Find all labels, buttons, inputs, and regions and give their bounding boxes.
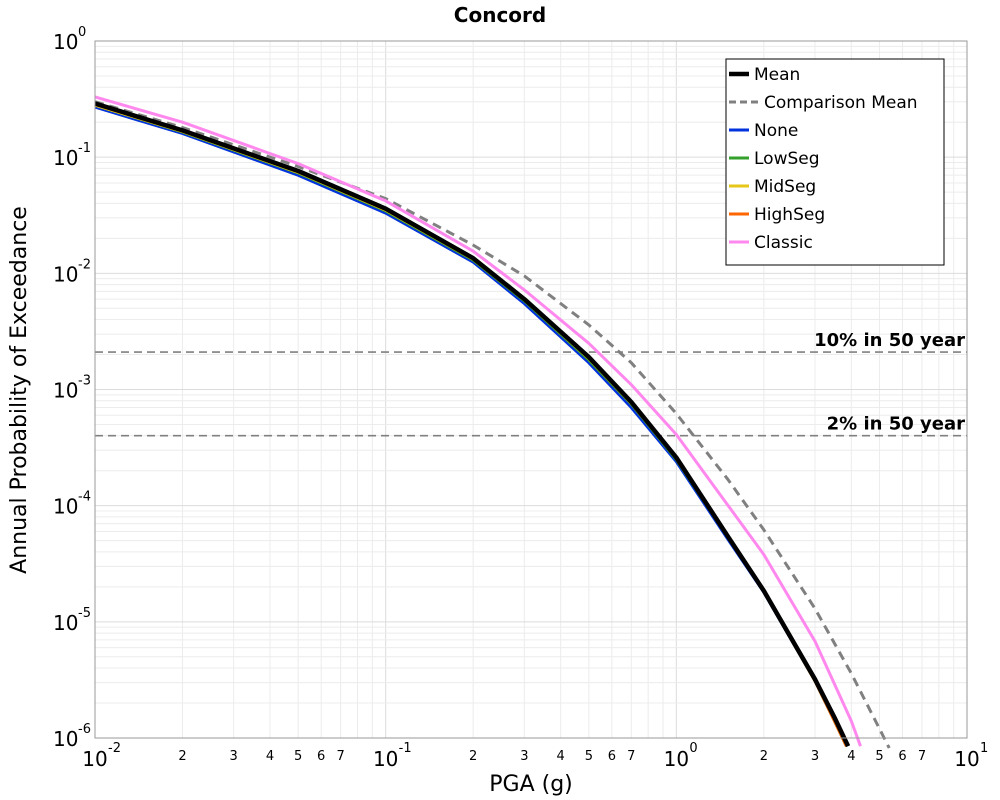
legend-label: HighSeg	[754, 205, 825, 225]
x-minor-tick-label: 6	[898, 749, 906, 764]
y-tick-label: 10	[53, 146, 78, 170]
y-tick-label: 10	[53, 262, 78, 286]
legend: Mean Comparison Mean None LowSeg MidSeg HighS…	[725, 58, 945, 266]
legend-label: None	[754, 121, 798, 141]
y-axis-label: Annual Probability of Exceedance	[7, 206, 32, 574]
y-tick-exponent: -3	[78, 374, 91, 389]
x-minor-tick-label: 7	[337, 749, 345, 764]
y-tick-label: 10	[53, 611, 78, 635]
legend-label: LowSeg	[754, 149, 820, 169]
legend-label: MidSeg	[754, 177, 816, 197]
x-axis-label: PGA (g)	[489, 772, 573, 797]
x-minor-tick-label: 5	[585, 749, 593, 764]
x-tick-exponent: 1	[980, 741, 988, 756]
y-tick-exponent: -2	[78, 257, 91, 272]
y-tick-exponent: -4	[78, 490, 91, 505]
legend-box	[725, 58, 945, 266]
x-tick-label: 10	[82, 747, 107, 771]
x-minor-tick-label: 3	[520, 749, 528, 764]
x-minor-tick-label: 3	[811, 749, 819, 764]
x-tick-label: 10	[373, 747, 398, 771]
plot-frame	[94, 40, 968, 739]
x-minor-tick-label: 7	[627, 749, 635, 764]
x-minor-tick-label: 7	[918, 749, 926, 764]
reference-line-label: 10% in 50 year	[814, 330, 965, 351]
legend-label: Comparison Mean	[764, 93, 918, 113]
x-minor-tick-label: 2	[178, 749, 186, 764]
x-minor-tick-label: 5	[875, 749, 883, 764]
x-minor-tick-label: 6	[608, 749, 616, 764]
y-tick-label: 10	[53, 379, 78, 403]
y-tick-exponent: -1	[78, 141, 91, 156]
y-tick-label: 10	[53, 30, 78, 54]
reference-line-label: 2% in 50 year	[827, 414, 965, 435]
x-minor-tick-label: 4	[557, 749, 565, 764]
y-tick-exponent: -6	[78, 722, 91, 737]
x-minor-tick-label: 2	[469, 749, 477, 764]
x-minor-tick-label: 5	[294, 749, 302, 764]
x-minor-tick-label: 2	[760, 749, 768, 764]
x-tick-exponent: 0	[689, 741, 697, 756]
x-tick-label: 10	[954, 747, 979, 771]
legend-label: Mean	[754, 65, 800, 85]
y-tick-label: 10	[53, 727, 78, 751]
x-tick-labels: 10 -2 10 -1 10 0 10 12 3 4 5 6 7 2 3 4 5 6 7 2 3 4 5 6 7	[82, 741, 988, 771]
y-tick-exponent: -5	[78, 606, 91, 621]
x-minor-tick-label: 3	[230, 749, 238, 764]
reference-lines: 10% in 50 year 2% in 50 year	[95, 330, 967, 437]
legend-label: Classic	[754, 233, 813, 253]
series-line-classic	[94, 95, 862, 747]
y-tick-exponent: 0	[78, 25, 86, 40]
x-minor-tick-label: 4	[847, 749, 855, 764]
chart-title: Concord	[454, 3, 546, 27]
x-tick-exponent: -1	[399, 741, 412, 756]
series-line-mean	[94, 101, 851, 748]
x-minor-tick-label: 6	[317, 749, 325, 764]
x-tick-exponent: -2	[108, 741, 121, 756]
y-tick-label: 10	[53, 495, 78, 519]
x-minor-tick-label: 4	[266, 749, 274, 764]
x-tick-label: 10	[664, 747, 689, 771]
series-layer	[94, 95, 891, 749]
